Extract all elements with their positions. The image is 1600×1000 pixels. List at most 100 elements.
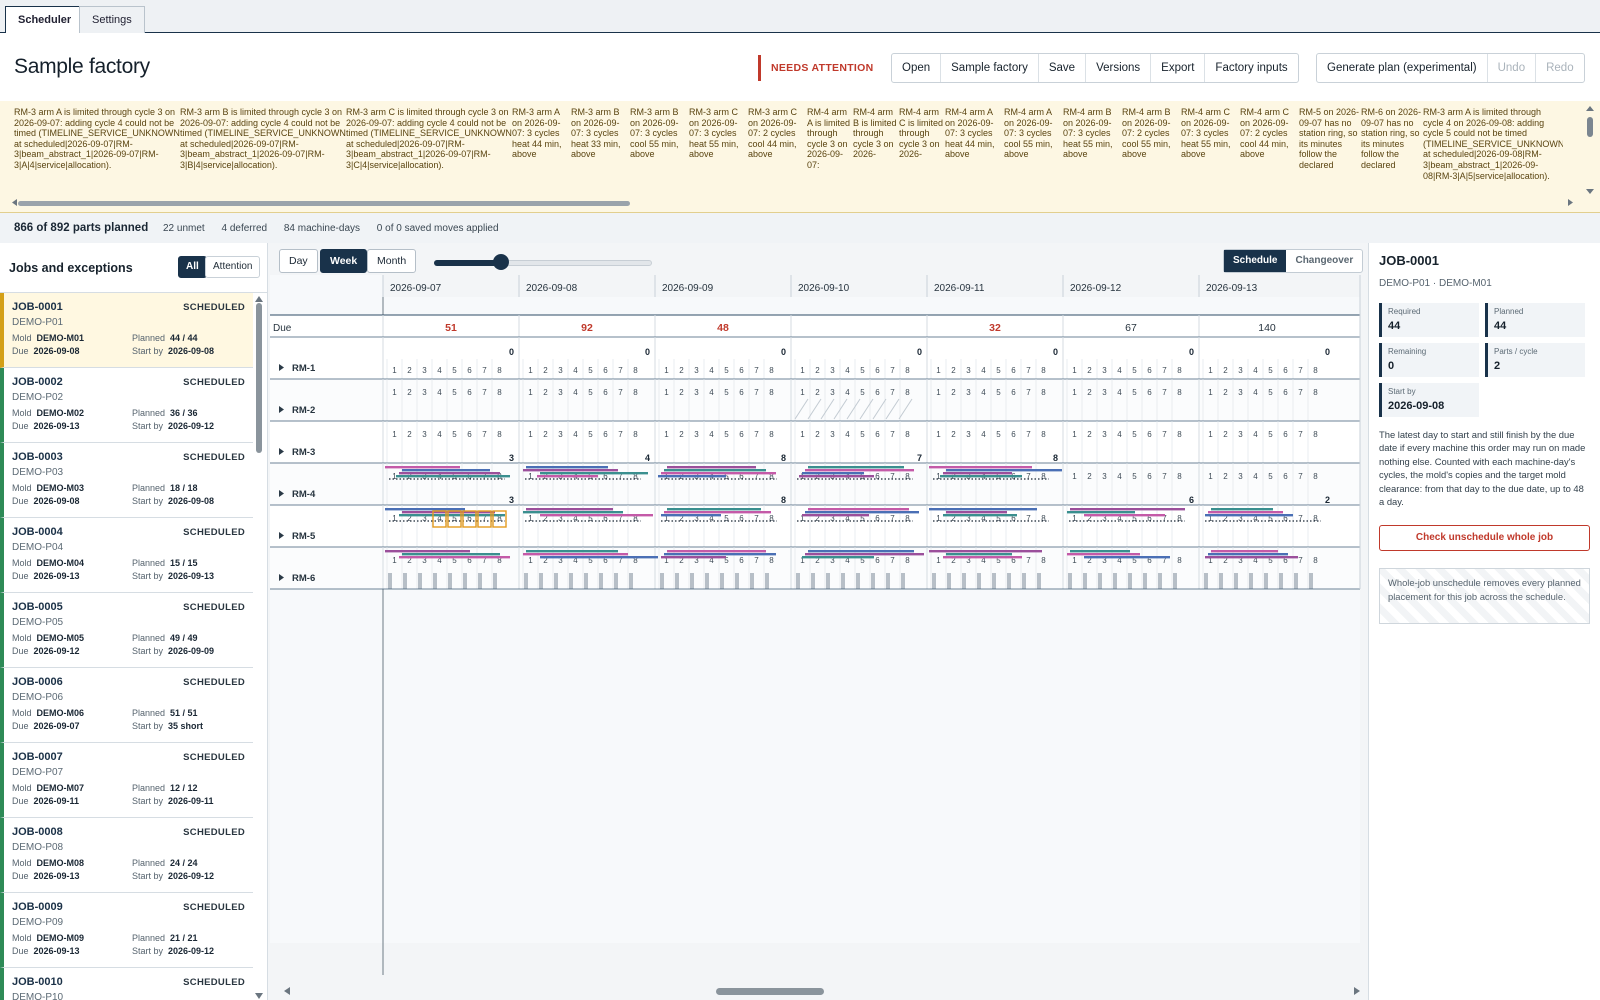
job-card[interactable]: JOB-0008 SCHEDULED DEMO-P08 Mold DEMO-M08 Du…: [0, 818, 253, 893]
warning-item[interactable]: RM-3 arm B is limited through cycle 3 on…: [180, 107, 346, 170]
cycle-number: 1: [392, 472, 397, 481]
open-button[interactable]: Open: [892, 54, 942, 82]
needs-attention-badge[interactable]: NEEDS ATTENTION: [758, 55, 882, 81]
cycle-number: 3: [422, 388, 427, 397]
warning-item[interactable]: RM-4 arm C is limited through cycle 3 on…: [899, 107, 944, 160]
cycle-number: 1: [528, 366, 533, 375]
job-card[interactable]: JOB-0009 SCHEDULED DEMO-P09 Mold DEMO-M09 Du…: [0, 893, 253, 968]
filter-attention-button[interactable]: Attention: [205, 256, 261, 278]
jobs-vertical-scrollbar[interactable]: [254, 295, 264, 1000]
warning-item[interactable]: RM-4 arm A on 2026-09-07: 3 cycles heat …: [945, 107, 995, 160]
cycle-number: 1: [1208, 514, 1213, 523]
warning-item[interactable]: RM-3 arm A is limited through cycle 3 on…: [14, 107, 180, 170]
mode-toggle: Schedule Changeover: [1223, 249, 1364, 273]
tab-settings[interactable]: Settings: [79, 6, 145, 34]
job-due: Due 2026-09-11: [12, 796, 80, 806]
machine-row: [270, 379, 1360, 421]
mode-changeover-button[interactable]: Changeover: [1295, 255, 1354, 266]
remaining-card: Remaining 0: [1379, 343, 1479, 377]
warning-item[interactable]: RM-3 arm C on 2026-09-07: 2 cycles cool …: [748, 107, 797, 160]
warning-item[interactable]: RM-4 arm A on 2026-09-07: 3 cycles cool …: [1004, 107, 1053, 160]
undo-button[interactable]: Undo: [1488, 54, 1537, 82]
jobs-scroll-thumb[interactable]: [256, 303, 262, 453]
warning-item[interactable]: RM-4 arm A is limited through cycle 3 on…: [807, 107, 851, 170]
schedule-bar: [667, 466, 756, 469]
job-card[interactable]: JOB-0007 SCHEDULED DEMO-P07 Mold DEMO-M07 Du…: [0, 743, 253, 818]
cycle-block: [478, 573, 482, 589]
redo-button[interactable]: Redo: [1546, 62, 1574, 74]
warning-item[interactable]: RM-3 arm C on 2026-09-07: 3 cycles heat …: [689, 107, 739, 160]
warning-item[interactable]: RM-6 on 2026-09-07 has no station ring, …: [1361, 107, 1422, 170]
warning-item[interactable]: RM-3 arm C is limited through cycle 3 on…: [346, 107, 512, 170]
warning-item[interactable]: RM-4 arm C on 2026-09-07: 3 cycles heat …: [1181, 107, 1231, 160]
schedule-bar: [1208, 511, 1283, 514]
export-button[interactable]: Export: [1151, 54, 1206, 82]
cycle-number: 1: [936, 430, 941, 439]
cycle-number: 3: [1102, 388, 1107, 397]
warning-item[interactable]: RM-3 arm B on 2026-09-07: 3 cycles heat …: [571, 107, 621, 160]
cycle-number: 4: [709, 556, 714, 565]
tab-scheduler[interactable]: Scheduler: [5, 6, 85, 34]
job-card[interactable]: JOB-0010 SCHEDULED DEMO-P10: [0, 968, 253, 1000]
cycle-number: 5: [588, 430, 593, 439]
cycle-number: 4: [709, 430, 714, 439]
cycle-number: 6: [1283, 514, 1288, 523]
cycle-number: 6: [875, 366, 880, 375]
job-card[interactable]: JOB-0002 SCHEDULED DEMO-P02 Mold DEMO-M02 Du…: [0, 368, 253, 443]
cycle-number: 1: [392, 556, 397, 565]
cycle-number: 5: [452, 514, 457, 523]
warnings-horizontal-scrollbar[interactable]: [10, 198, 1575, 207]
cycle-number: 4: [1253, 556, 1258, 565]
cycle-number: 4: [1117, 388, 1122, 397]
job-id: JOB-0003: [12, 451, 63, 463]
cycle-block: [629, 573, 633, 589]
schedule-bar: [540, 514, 653, 517]
warning-item[interactable]: RM-4 arm C on 2026-09-07: 2 cycles cool …: [1240, 107, 1289, 160]
generate-plan-button[interactable]: Generate plan (experimental): [1317, 54, 1488, 82]
job-card[interactable]: JOB-0004 SCHEDULED DEMO-P04 Mold DEMO-M04 Du…: [0, 518, 253, 593]
warning-item[interactable]: RM-4 arm B on 2026-09-07: 3 cycles heat …: [1063, 107, 1113, 160]
cycle-number: 7: [890, 472, 895, 481]
schedule-horizontal-scrollbar[interactable]: [283, 986, 1361, 996]
cycle-number: 5: [452, 366, 457, 375]
warning-item[interactable]: RM-5 on 2026-09-07 has no station ring, …: [1299, 107, 1360, 170]
warning-item[interactable]: RM-4 arm B is limited through cycle 3 on…: [853, 107, 897, 160]
cycle-number: 7: [890, 430, 895, 439]
check-unschedule-button[interactable]: Check unschedule whole job: [1379, 525, 1590, 551]
warnings-vertical-scrollbar[interactable]: [1585, 105, 1595, 195]
view-month-button[interactable]: Month: [367, 249, 417, 273]
cycle-block: [1309, 573, 1313, 589]
warning-item[interactable]: RM-3 arm A is limited through cycle 4 on…: [1423, 107, 1563, 181]
scroll-right-arrow-icon: [1568, 199, 1573, 206]
factory-button[interactable]: Sample factory: [941, 54, 1039, 82]
warning-item[interactable]: RM-3 arm B on 2026-09-07: 3 cycles cool …: [630, 107, 679, 160]
cycle-number: 8: [633, 430, 638, 439]
day-output-count: 4: [645, 453, 650, 463]
cycle-number: 2: [679, 430, 684, 439]
cycle-number: 3: [1238, 366, 1243, 375]
view-week-button[interactable]: Week: [320, 249, 368, 273]
deferred-count: 4 deferred: [221, 223, 268, 234]
factory-inputs-button[interactable]: Factory inputs: [1215, 62, 1288, 74]
job-card[interactable]: JOB-0006 SCHEDULED DEMO-P06 Mold DEMO-M06 Du…: [0, 668, 253, 743]
job-card[interactable]: JOB-0001 SCHEDULED DEMO-P01 Mold DEMO-M01 Du…: [0, 293, 253, 368]
warning-item[interactable]: RM-4 arm B on 2026-09-07: 2 cycles cool …: [1122, 107, 1171, 160]
filter-all-button[interactable]: All: [178, 256, 207, 278]
job-card[interactable]: JOB-0003 SCHEDULED DEMO-P03 Mold DEMO-M03 Du…: [0, 443, 253, 518]
cycle-number: 7: [618, 556, 623, 565]
save-button[interactable]: Save: [1039, 54, 1087, 82]
schedule-bar: [1211, 550, 1278, 553]
cycle-number: 3: [694, 388, 699, 397]
zoom-slider-handle[interactable]: [493, 254, 509, 270]
versions-button[interactable]: Versions: [1086, 54, 1152, 82]
schedule-scroll-thumb[interactable]: [716, 988, 824, 995]
warnings-scroll-thumb[interactable]: [18, 201, 630, 206]
view-day-button[interactable]: Day: [279, 249, 318, 273]
cycle-number: 3: [830, 514, 835, 523]
schedule-bar: [667, 508, 761, 511]
warning-item[interactable]: RM-3 arm A on 2026-09-07: 3 cycles heat …: [512, 107, 562, 160]
job-card[interactable]: JOB-0005 SCHEDULED DEMO-P05 Mold DEMO-M05 Du…: [0, 593, 253, 668]
cycle-number: 7: [618, 388, 623, 397]
mode-schedule-button[interactable]: Schedule: [1224, 250, 1287, 272]
cycle-number: 3: [558, 366, 563, 375]
